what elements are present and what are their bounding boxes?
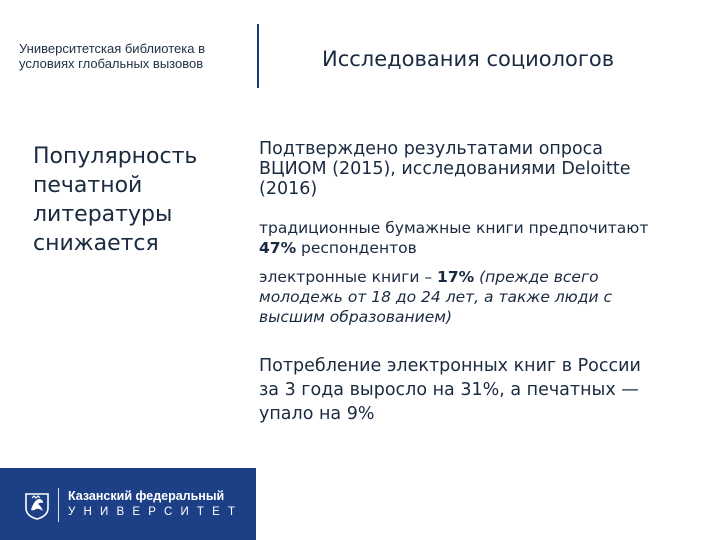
- paragraph-line: ВЦИОМ (2015), исследованиями Deloitte: [259, 159, 631, 179]
- header-divider: [257, 24, 259, 88]
- paragraph-text: респондентов: [296, 239, 417, 257]
- library-title: Университетская библиотека в условиях гл…: [19, 41, 251, 71]
- paragraph-line: (2016): [259, 179, 318, 199]
- paragraph-text: электронные книги –: [259, 268, 438, 286]
- university-word: УНИВЕРСИТЕТ: [68, 506, 244, 518]
- footer-brand-panel: Казанский федеральный УНИВЕРСИТЕТ: [0, 468, 256, 540]
- side-heading: Популярность печатной литературы снижает…: [33, 142, 243, 258]
- paragraph-line: электронные книги – 17% (прежде всего: [259, 267, 709, 287]
- paragraph-line: традиционные бумажные книги предпочитают: [259, 219, 649, 237]
- paragraph-line: Потребление электронных книг в России: [259, 356, 641, 376]
- kfu-emblem-icon: [25, 493, 49, 520]
- consumption-paragraph: Потребление электронных книг в России за…: [259, 354, 709, 426]
- paragraph-line: 47% респондентов: [259, 238, 709, 258]
- paragraph-line: Подтверждено результатами опроса: [259, 139, 604, 159]
- logo-separator: [58, 488, 59, 522]
- library-title-line1: Университетская библиотека в: [19, 41, 205, 56]
- side-heading-line: снижается: [33, 231, 159, 256]
- paper-books-paragraph: традиционные бумажные книги предпочитают…: [259, 218, 709, 258]
- paragraph-line: высшим образованием): [259, 308, 452, 326]
- paragraph-line: за 3 года выросло на 31%, а печатных —: [259, 380, 639, 400]
- library-title-line2: условиях глобальных вызовов: [19, 56, 204, 71]
- side-heading-line: Популярность: [33, 144, 198, 169]
- paragraph-italic-text: (прежде всего: [474, 268, 599, 286]
- side-heading-line: печатной: [33, 173, 143, 198]
- university-name: Казанский федеральный: [68, 489, 225, 503]
- survey-source-paragraph: Подтверждено результатами опроса ВЦИОМ (…: [259, 139, 709, 199]
- paragraph-line: молодежь от 18 до 24 лет, а также люди с: [259, 288, 612, 306]
- slide-title: Исследования социологов: [322, 47, 615, 71]
- paragraph-line: упало на 9%: [259, 404, 375, 424]
- side-heading-line: литературы: [33, 202, 173, 227]
- ebooks-paragraph: электронные книги – 17% (прежде всего мо…: [259, 267, 709, 327]
- paper-books-percent: 47%: [259, 239, 297, 257]
- ebooks-percent: 17%: [437, 268, 475, 286]
